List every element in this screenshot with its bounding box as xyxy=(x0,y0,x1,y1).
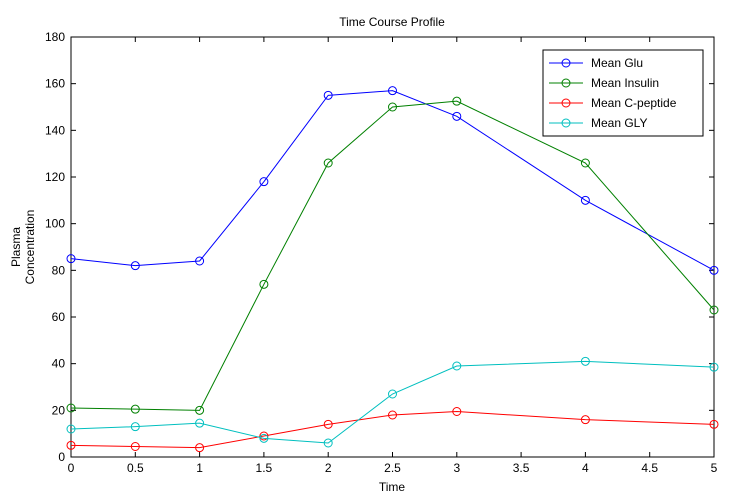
data-point xyxy=(388,102,397,112)
series-mean-gly xyxy=(66,356,719,448)
x-tick-label: 0.5 xyxy=(127,461,144,475)
series-mean-glu xyxy=(66,86,719,275)
x-tick-label: 3 xyxy=(453,461,460,475)
data-point xyxy=(195,418,205,428)
y-tick-label: 0 xyxy=(58,450,65,464)
data-point xyxy=(580,415,590,425)
series-line xyxy=(70,90,715,271)
x-tick-label: 3.5 xyxy=(513,461,530,475)
x-tick-label: 1.5 xyxy=(256,461,273,475)
data-point xyxy=(66,254,76,264)
x-tick-label: 4 xyxy=(582,461,589,475)
data-point xyxy=(452,96,462,106)
data-point xyxy=(709,265,719,275)
x-tick-label: 0 xyxy=(68,461,75,475)
data-point xyxy=(388,86,397,96)
y-tick-label: 20 xyxy=(52,403,66,417)
legend-label: Mean Insulin xyxy=(591,76,659,90)
data-point xyxy=(195,443,205,453)
data-point xyxy=(452,361,462,371)
legend-marker xyxy=(561,78,571,88)
legend-label: Mean C-peptide xyxy=(591,96,677,110)
data-point xyxy=(323,438,333,448)
data-point xyxy=(259,279,269,289)
data-point xyxy=(323,90,333,100)
data-point xyxy=(709,419,719,429)
y-tick-label: 120 xyxy=(45,170,65,184)
legend-marker xyxy=(561,118,571,128)
y-tick-label: 140 xyxy=(45,123,65,137)
y-tick-label: 160 xyxy=(45,77,65,91)
data-point xyxy=(130,422,140,432)
legend: Mean Glu Mean Insulin Mean C-peptide Mean G… xyxy=(542,49,704,137)
y-tick-label: 60 xyxy=(52,310,66,324)
data-point xyxy=(388,410,397,420)
data-point xyxy=(259,177,269,187)
x-tick-label: 2 xyxy=(325,461,332,475)
x-axis-label: Time xyxy=(379,480,406,494)
y-tick-label: 180 xyxy=(45,30,65,44)
legend-label: Mean Glu xyxy=(591,56,643,70)
series-line xyxy=(70,100,715,411)
y-axis-label-line-2: Concentration xyxy=(23,210,37,285)
data-point xyxy=(130,261,140,271)
data-point xyxy=(130,442,140,451)
data-point xyxy=(66,424,76,434)
data-point xyxy=(452,111,462,121)
data-point xyxy=(66,403,76,413)
data-point xyxy=(130,404,140,414)
data-point xyxy=(323,419,333,429)
x-tick-label: 4.5 xyxy=(641,461,658,475)
x-tick-label: 5 xyxy=(711,461,718,475)
x-tick-label: 2.5 xyxy=(384,461,401,475)
data-point xyxy=(195,405,205,415)
data-point xyxy=(195,256,205,266)
data-point xyxy=(388,389,397,399)
x-tick-label: 1 xyxy=(196,461,203,475)
data-point xyxy=(452,407,462,416)
y-tick-label: 80 xyxy=(52,263,66,277)
data-point xyxy=(709,362,719,372)
data-point xyxy=(580,195,590,205)
data-point xyxy=(580,356,590,366)
data-point xyxy=(259,433,269,443)
legend-marker xyxy=(561,98,571,108)
legend-label: Mean GLY xyxy=(591,116,647,130)
y-tick-label: 100 xyxy=(45,217,65,231)
data-point xyxy=(323,158,333,168)
y-tick-label: 40 xyxy=(52,357,66,371)
legend-marker xyxy=(561,58,571,68)
chart-title: Time Course Profile xyxy=(339,15,445,29)
data-point xyxy=(580,158,590,168)
series-line xyxy=(70,410,715,449)
y-axis-label-line-1: Plasma xyxy=(9,227,23,267)
y-axis-label: Plasma Concentration xyxy=(9,210,37,285)
data-point xyxy=(709,305,719,315)
series-mean-c-peptide xyxy=(66,407,719,453)
data-point xyxy=(66,440,76,450)
series-line xyxy=(70,360,715,444)
data-point xyxy=(259,431,269,441)
series-mean-insulin xyxy=(66,96,719,415)
